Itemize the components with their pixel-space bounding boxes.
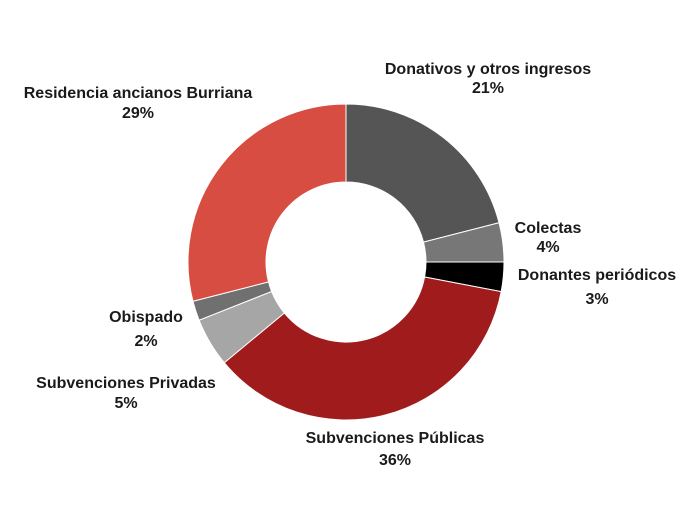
label-residencia-ancianos-burriana: Residencia ancianos Burriana [24, 85, 253, 102]
slice-labels: Donativos y otros ingresos 21% Colectas 4% D… [24, 61, 676, 469]
slice-donativos-y-otros-ingresos [345, 103, 500, 243]
label-subvenciones-publicas: Subvenciones Públicas [306, 430, 485, 447]
percent-donativos-y-otros-ingresos: 21% [472, 80, 504, 97]
label-donativos-y-otros-ingresos: Donativos y otros ingresos [385, 61, 591, 78]
slice-subvenciones-publicas [223, 276, 502, 421]
percent-residencia-ancianos-burriana: 29% [122, 105, 154, 122]
percent-donantes-periodicos: 3% [585, 291, 608, 308]
label-obispado: Obispado [109, 309, 183, 326]
slice-residencia-ancianos-burriana [187, 103, 347, 302]
percent-obispado: 2% [134, 333, 157, 350]
donut-slices [187, 103, 505, 421]
percent-colectas: 4% [536, 239, 559, 256]
percent-subvenciones-publicas: 36% [379, 452, 411, 469]
percent-subvenciones-privadas: 5% [114, 395, 137, 412]
label-donantes-periodicos: Donantes periódicos [518, 267, 676, 284]
label-subvenciones-privadas: Subvenciones Privadas [36, 375, 216, 392]
label-colectas: Colectas [515, 220, 582, 237]
